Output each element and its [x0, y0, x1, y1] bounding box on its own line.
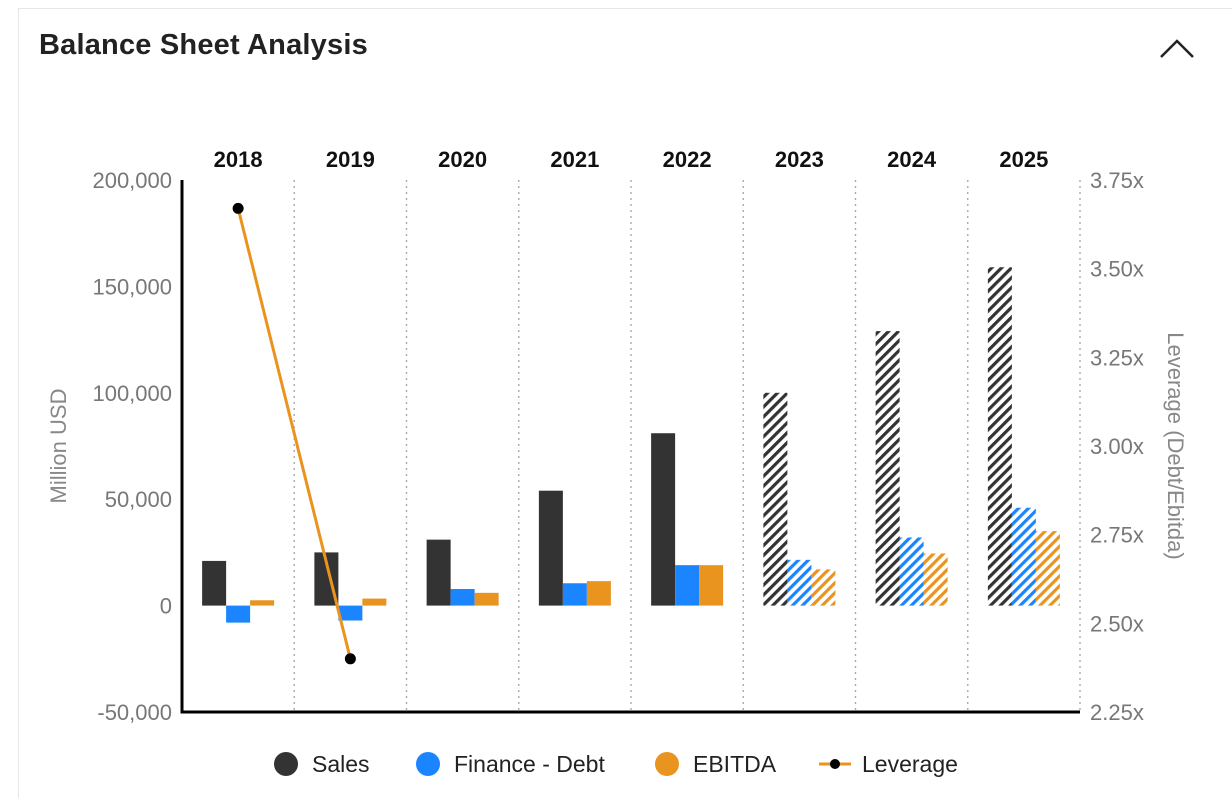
bar-finance-debt-2020[interactable] [450, 589, 475, 606]
right-axis-tick-label: 3.25x [1090, 345, 1144, 370]
right-axis-tick-label: 2.75x [1090, 523, 1144, 548]
left-axis-tick-label: 50,000 [105, 487, 172, 512]
bar-finance-debt-2021[interactable] [562, 583, 587, 606]
sales-circle-icon [274, 752, 298, 776]
card-title: Balance Sheet Analysis [39, 29, 368, 61]
right-axis-tick-label: 2.50x [1090, 611, 1144, 636]
year-label-2020: 2020 [438, 147, 487, 172]
left-axis-title: Million USD [46, 389, 71, 504]
chart-legend: Sales Finance - Debt EBITDA Leverage [0, 744, 1232, 784]
year-label-2019: 2019 [326, 147, 375, 172]
bar-ebitda-2025[interactable] [1035, 531, 1060, 606]
bar-finance-debt-2018[interactable] [226, 605, 251, 623]
bar-sales-2018[interactable] [202, 560, 227, 606]
chevron-up-icon[interactable] [1157, 31, 1197, 65]
bar-finance-debt-2024[interactable] [899, 537, 924, 606]
category-separators [293, 180, 1081, 712]
year-label-2023: 2023 [775, 147, 824, 172]
bar-sales-2021[interactable] [538, 490, 563, 606]
legend-item-leverage[interactable]: Leverage [818, 750, 958, 778]
right-axis-ticks: 3.75x 3.50x 3.25x 3.00x 2.75x 2.50x 2.25x [1090, 168, 1144, 725]
left-axis-tick-label: 150,000 [92, 274, 172, 299]
bar-sales-2025[interactable] [987, 267, 1012, 606]
right-axis-tick-label: 2.25x [1090, 700, 1144, 725]
bar-ebitda-2018[interactable] [250, 600, 275, 606]
leverage-point-2019[interactable] [344, 653, 356, 665]
bar-sales-2024[interactable] [875, 331, 900, 606]
right-axis-title: Leverage (Debt/Ebitda) [1163, 332, 1188, 559]
bar-ebitda-2023[interactable] [811, 569, 836, 606]
bar-finance-debt-2019[interactable] [338, 605, 363, 621]
bar-finance-debt-2025[interactable] [1011, 507, 1036, 606]
legend-item-ebitda[interactable]: EBITDA [655, 750, 776, 778]
legend-item-sales[interactable]: Sales [274, 750, 370, 778]
bar-ebitda-2020[interactable] [474, 592, 499, 606]
bar-sales-2020[interactable] [426, 539, 451, 606]
finance-debt-circle-icon [416, 752, 440, 776]
left-axis-tick-label: 0 [160, 594, 172, 619]
left-axis-tick-label: -50,000 [97, 700, 172, 725]
year-label-2024: 2024 [887, 147, 937, 172]
legend-label-leverage: Leverage [862, 750, 958, 777]
year-label-2022: 2022 [663, 147, 712, 172]
right-axis-tick-label: 3.50x [1090, 257, 1144, 282]
bar-finance-debt-2023[interactable] [787, 559, 812, 606]
right-axis-tick-label: 3.75x [1090, 168, 1144, 193]
ebitda-circle-icon [655, 752, 679, 776]
leverage-line-marker-icon [819, 759, 851, 769]
leverage-line-series [232, 202, 356, 665]
bar-ebitda-2019[interactable] [362, 598, 387, 606]
bar-series [202, 267, 1060, 623]
bar-sales-2023[interactable] [763, 392, 788, 606]
bar-sales-2022[interactable] [651, 433, 676, 606]
year-label-2025: 2025 [999, 147, 1048, 172]
left-axis-ticks: 200,000 150,000 100,000 50,000 0 -50,000 [92, 168, 172, 725]
balance-sheet-card: Balance Sheet Analysis [18, 8, 1232, 798]
left-axis-tick-label: 200,000 [92, 168, 172, 193]
bar-ebitda-2022[interactable] [699, 565, 724, 606]
legend-item-finance-debt[interactable]: Finance - Debt [416, 750, 605, 778]
bar-ebitda-2021[interactable] [586, 581, 611, 606]
left-axis-tick-label: 100,000 [92, 381, 172, 406]
right-axis-tick-label: 3.00x [1090, 434, 1144, 459]
year-label-2021: 2021 [550, 147, 599, 172]
chart-axes [180, 180, 1080, 714]
leverage-point-2018[interactable] [232, 202, 244, 214]
year-label-2018: 2018 [214, 147, 263, 172]
legend-label-finance-debt: Finance - Debt [454, 750, 605, 777]
legend-label-sales: Sales [312, 750, 370, 777]
year-labels: 2018 2019 2020 2021 2022 2023 2024 2025 [214, 147, 1049, 172]
legend-label-ebitda: EBITDA [693, 750, 777, 777]
bar-ebitda-2024[interactable] [923, 553, 948, 606]
leverage-line [236, 208, 352, 660]
bar-finance-debt-2022[interactable] [675, 565, 700, 606]
